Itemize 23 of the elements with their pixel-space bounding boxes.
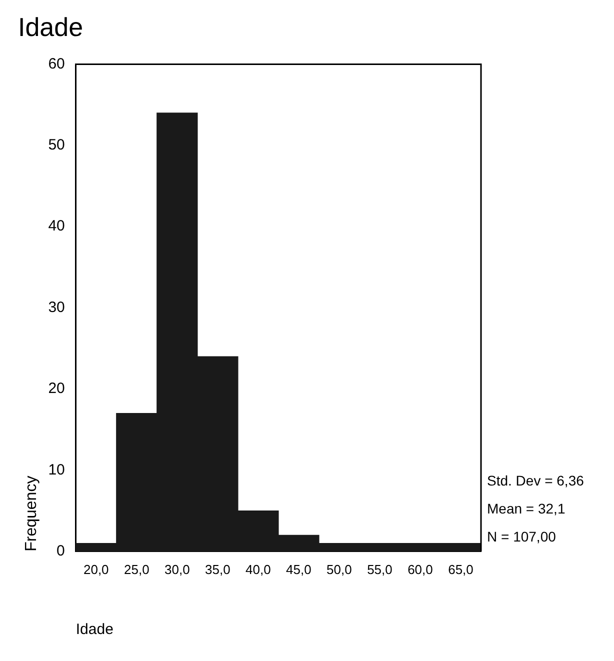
text: Mean = 32,1 — [487, 500, 566, 516]
text: N = 107,00 — [487, 528, 556, 544]
x-tick-label: 60,0 — [408, 562, 433, 577]
x-tick-label: 30,0 — [164, 562, 190, 577]
x-tick-label: 20,0 — [83, 562, 109, 577]
x-tick-label: 55,0 — [367, 562, 392, 577]
chart-title: Idade — [18, 12, 84, 42]
x-tick-label: 25,0 — [124, 562, 150, 577]
y-tick-label: 50 — [48, 136, 65, 154]
x-tick-label: 65,0 — [448, 562, 474, 577]
y-tick-label: 10 — [48, 461, 65, 478]
x-tick-label: 40,0 — [246, 562, 271, 577]
y-tick-label: 30 — [48, 298, 65, 316]
x-tick-label: 50,0 — [326, 562, 352, 577]
y-tick-label: 0 — [56, 542, 65, 560]
x-axis-title: Idade — [76, 621, 114, 638]
y-tick-label: 40 — [48, 218, 65, 235]
y-tick-label: 60 — [48, 55, 65, 72]
y-axis-title: Frequency — [23, 476, 40, 552]
y-tick-label: 20 — [48, 380, 65, 398]
x-tick-label: 35,0 — [205, 562, 230, 577]
text: Std. Dev = 6,36 — [487, 472, 584, 488]
x-tick-label: 45,0 — [286, 562, 312, 577]
